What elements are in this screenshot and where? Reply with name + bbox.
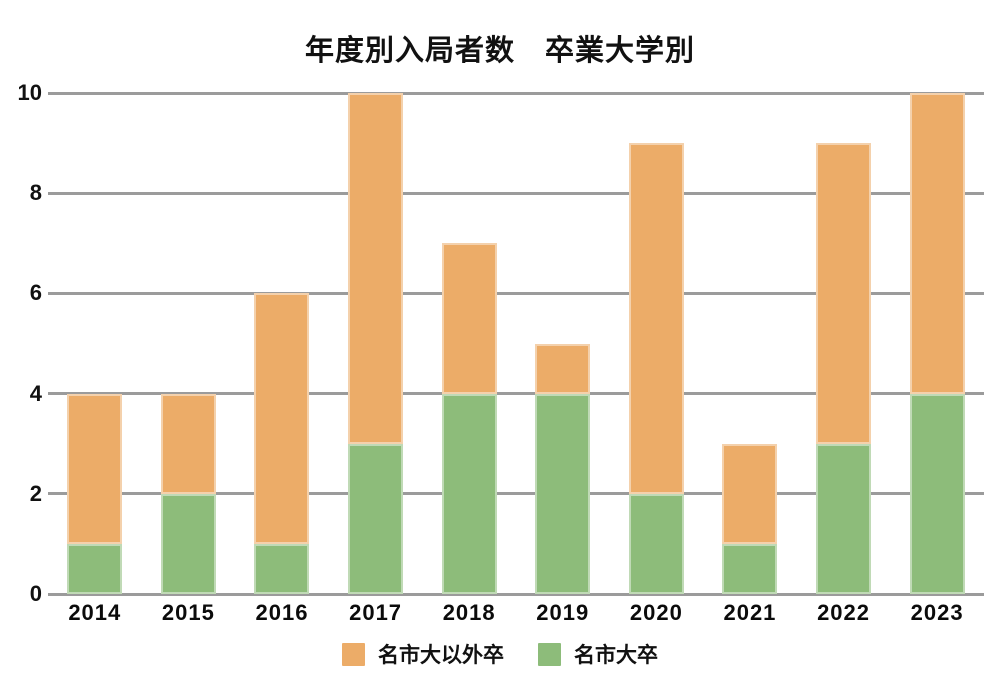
bar-group-2022	[797, 93, 891, 594]
legend-swatch-icon	[538, 642, 561, 666]
bar-group-2014	[48, 93, 142, 594]
bar-segment-2016-series1	[254, 543, 310, 594]
bar-stack-2018	[441, 243, 497, 594]
y-tick-label-2: 2	[29, 480, 42, 506]
bar-stack-2014	[67, 393, 123, 594]
x-tick-label-2023: 2023	[910, 600, 964, 625]
bar-stack-2017	[348, 93, 404, 594]
x-tick-label-2019: 2019	[536, 600, 590, 625]
bar-group-2020	[610, 93, 704, 594]
bar-stack-2021	[722, 443, 778, 594]
legend-item-0: 名市大以外卒	[342, 639, 504, 669]
bar-segment-2021-series1	[722, 543, 778, 594]
y-tick-label-0: 0	[29, 581, 42, 606]
bar-stack-2019	[535, 343, 591, 594]
x-tick-label-2022: 2022	[817, 600, 871, 625]
bars-layer	[48, 93, 984, 594]
bar-segment-2022-series1	[816, 443, 872, 594]
x-tick-label-2014: 2014	[68, 600, 122, 625]
bar-stack-2020	[628, 143, 684, 594]
bar-stack-2022	[816, 143, 872, 594]
chart-title: 年度別入局者数 卒業大学別	[304, 35, 695, 67]
y-tick-label-8: 8	[29, 180, 42, 206]
bar-segment-2022-series0	[816, 143, 872, 444]
bar-segment-2017-series0	[348, 93, 404, 444]
bar-segment-2020-series0	[628, 143, 684, 494]
gridline-2	[48, 492, 984, 496]
bar-segment-2016-series0	[254, 293, 310, 544]
bar-segment-2014-series0	[67, 393, 123, 544]
bar-segment-2023-series1	[909, 393, 965, 594]
bar-group-2018	[422, 93, 516, 594]
x-axis: 2014 2015 2016 2017 2018 2019 2020 2021 2022 2023	[48, 600, 984, 626]
gridline-0	[48, 592, 984, 596]
plot-area	[48, 91, 984, 596]
x-tick-label-2021: 2021	[723, 600, 777, 625]
x-tick-label-2020: 2020	[629, 600, 683, 625]
bar-segment-2021-series0	[722, 443, 778, 544]
legend: 名市大以外卒 名市大卒	[0, 639, 1000, 669]
y-tick-label-6: 6	[29, 280, 42, 306]
bar-group-2017	[329, 93, 423, 594]
bar-segment-2017-series1	[348, 443, 404, 594]
bar-segment-2014-series1	[67, 543, 123, 594]
bar-segment-2018-series0	[441, 243, 497, 394]
bar-group-2023	[890, 93, 984, 594]
bar-segment-2019-series1	[535, 393, 591, 594]
x-tick-label-2015: 2015	[161, 600, 215, 625]
bar-stack-2015	[160, 393, 216, 594]
bar-segment-2018-series1	[441, 393, 497, 594]
legend-label: 名市大卒	[574, 644, 658, 667]
gridline-8	[48, 191, 984, 195]
bar-segment-2015-series1	[160, 493, 216, 594]
gridline-4	[48, 392, 984, 396]
gridline-6	[48, 291, 984, 295]
x-tick-label-2018: 2018	[442, 600, 496, 625]
bar-stack-2016	[254, 293, 310, 594]
y-tick-label-4: 4	[29, 380, 42, 406]
legend-label: 名市大以外卒	[378, 644, 504, 667]
bar-segment-2020-series1	[628, 493, 684, 594]
bar-stack-2023	[909, 93, 965, 594]
gridline-10	[48, 91, 984, 95]
legend-item-1: 名市大卒	[538, 639, 658, 669]
y-tick-label-10: 10	[17, 80, 42, 105]
x-tick-label-2017: 2017	[349, 600, 403, 625]
bar-segment-2023-series0	[909, 93, 965, 394]
bar-group-2015	[142, 93, 236, 594]
bar-group-2016	[235, 93, 329, 594]
bar-segment-2015-series0	[160, 393, 216, 494]
bar-segment-2019-series0	[535, 343, 591, 394]
bar-group-2019	[516, 93, 610, 594]
bar-group-2021	[703, 93, 797, 594]
x-tick-label-2016: 2016	[255, 600, 309, 625]
legend-swatch-icon	[342, 642, 365, 666]
